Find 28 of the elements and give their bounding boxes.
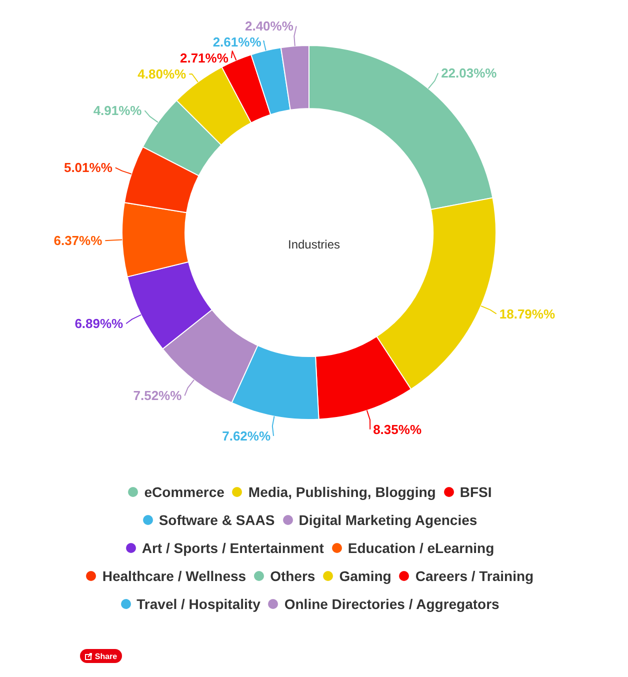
data-label: 2.61%% xyxy=(212,34,262,50)
data-label: 7.52%% xyxy=(133,388,182,404)
data-label: 7.62%% xyxy=(222,428,271,444)
legend-label: Media, Publishing, Blogging xyxy=(248,484,436,500)
data-label: 6.37%% xyxy=(54,233,103,248)
text: Industries xyxy=(288,237,340,252)
legend-label: Gaming xyxy=(339,568,392,584)
share-button[interactable]: Share xyxy=(80,649,122,663)
legend-label: Careers / Training xyxy=(415,568,534,584)
legend-label: Education / eLearning xyxy=(348,540,494,556)
legend-label: Travel / Hospitality xyxy=(136,596,260,612)
legend-label: BFSI xyxy=(460,484,492,500)
data-label: 2.40%% xyxy=(244,18,294,34)
data-label: 2.71%% xyxy=(180,50,229,66)
legend-label: eCommerce xyxy=(144,484,224,500)
data-label: 22.03%% xyxy=(441,66,498,81)
data-label: 18.79%% xyxy=(499,306,556,322)
legend-label: Online Directories / Aggregators xyxy=(284,596,500,612)
data-label: 6.89%% xyxy=(74,316,124,332)
data-label: 4.91%% xyxy=(93,103,142,118)
data-label: 5.01%% xyxy=(64,160,113,176)
legend-label: Others xyxy=(270,568,316,584)
legend-label: Digital Marketing Agencies xyxy=(298,512,478,528)
legend-label: Software & SAAS xyxy=(158,512,275,528)
data-label: 8.35%% xyxy=(373,422,422,437)
legend-label: Art / Sports / Entertainment xyxy=(142,540,324,556)
data-label: 4.80%% xyxy=(138,66,187,82)
legend-label: Healthcare / Wellness xyxy=(102,568,246,584)
